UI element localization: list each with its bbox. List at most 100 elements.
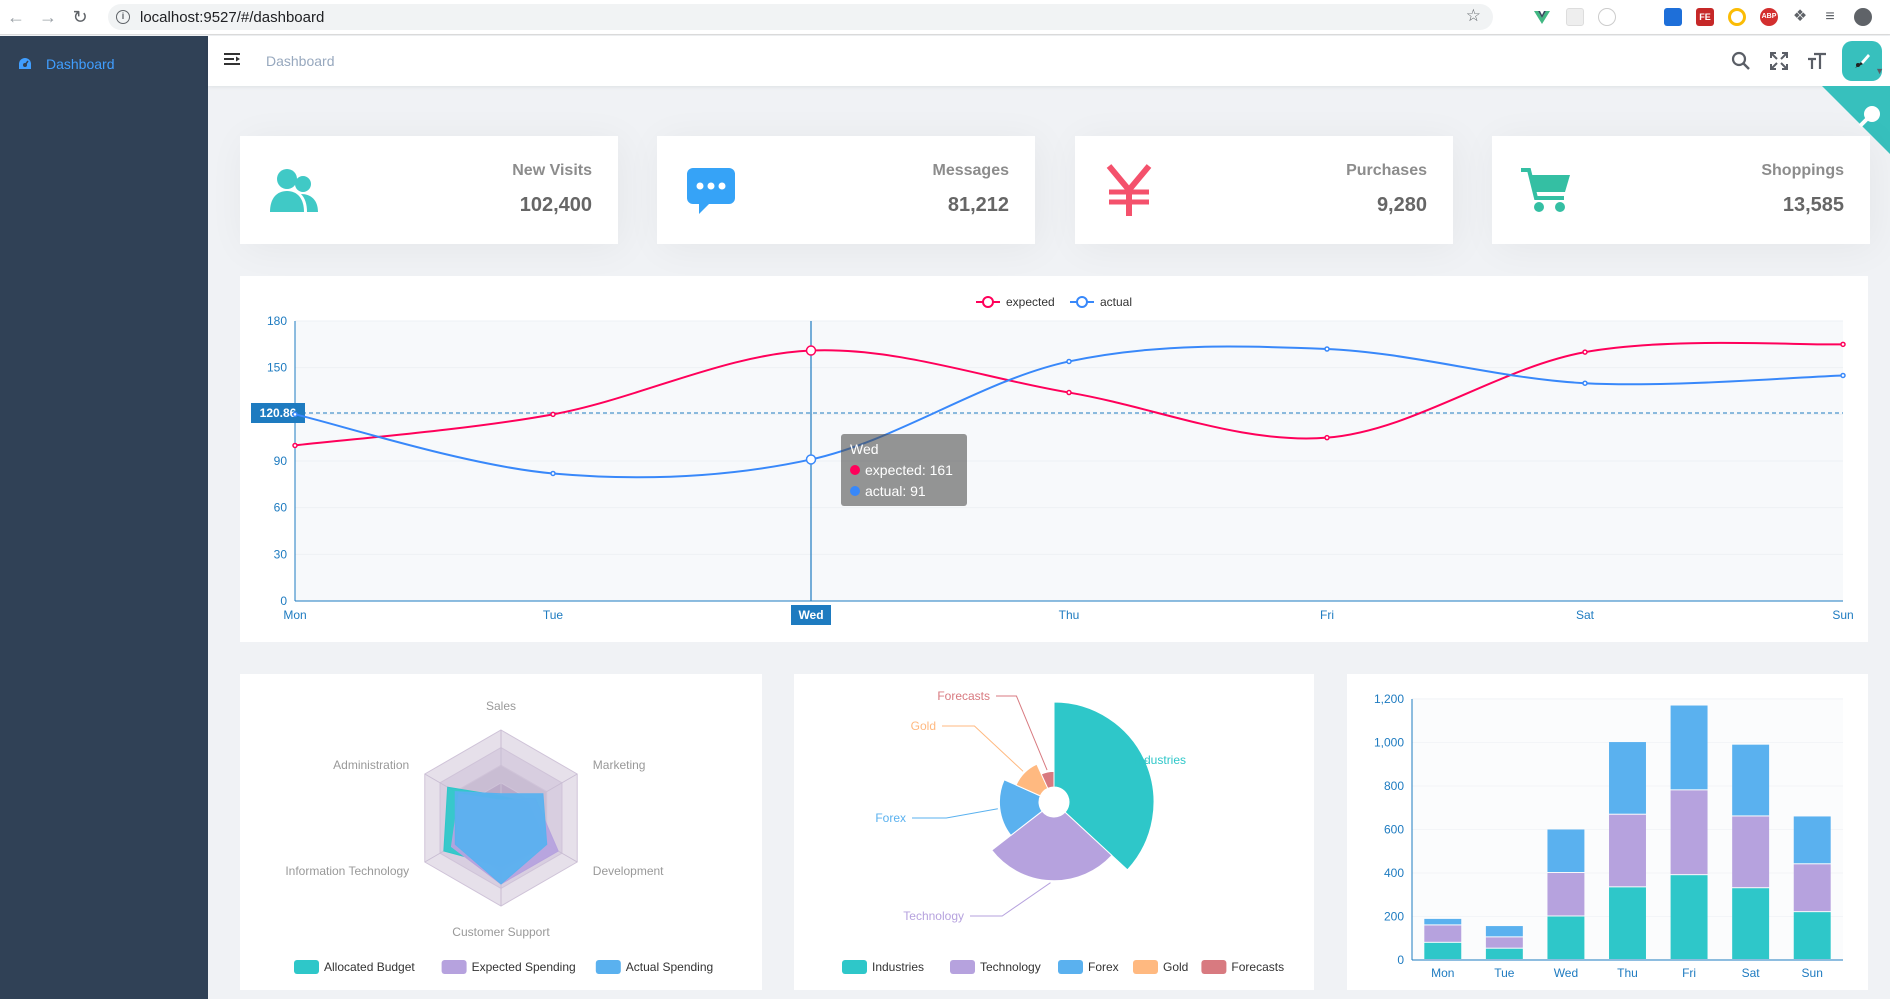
- y-tick-label: 180: [267, 314, 287, 328]
- y-tick-label: 60: [274, 501, 288, 515]
- panel-new-visits[interactable]: New Visits 102,400: [240, 136, 618, 244]
- legend-item-actual[interactable]: actual: [1070, 295, 1132, 309]
- y-tick-label: 600: [1384, 823, 1404, 837]
- adblock-icon[interactable]: ABP: [1760, 8, 1778, 26]
- line-chart[interactable]: expected actual 0306090120150180MonTueWe…: [240, 276, 1868, 642]
- vue-devtools-icon[interactable]: [1533, 8, 1551, 26]
- radar-indicator-label: Sales: [486, 699, 516, 713]
- bar-segment-pageC: [1547, 829, 1585, 872]
- font-size-icon[interactable]: [1798, 36, 1836, 86]
- legend-label: expected: [1006, 295, 1055, 309]
- peoples-icon: [266, 162, 322, 218]
- crosshair-label-bg: [251, 402, 305, 423]
- legend-item[interactable]: Forecasts: [1201, 960, 1284, 974]
- panel-label: Messages: [932, 162, 1010, 179]
- y-tick-label: 0: [280, 594, 287, 608]
- search-icon[interactable]: [1722, 36, 1760, 86]
- extension-check-icon[interactable]: [1728, 8, 1746, 26]
- sidebar: Dashboard: [0, 36, 208, 999]
- extension-blank-icon[interactable]: [1566, 8, 1584, 26]
- legend-swatch: [1058, 960, 1083, 974]
- legend-item[interactable]: Allocated Budget: [294, 960, 415, 974]
- reload-icon[interactable]: ↻: [72, 6, 88, 27]
- avatar-caret-icon[interactable]: ▼: [1875, 66, 1884, 76]
- x-tick-label: Sun: [1832, 608, 1853, 622]
- bar-segment-pageA: [1609, 887, 1646, 959]
- legend-item[interactable]: Technology: [950, 960, 1041, 974]
- bar-segment-pageC: [1732, 744, 1770, 816]
- money-icon: [1101, 162, 1157, 218]
- legend-item[interactable]: Industries: [842, 960, 924, 974]
- panel-purchases[interactable]: Purchases 9,280: [1075, 136, 1453, 244]
- pie-slice-label: Industries: [1134, 753, 1186, 767]
- data-point: [1840, 341, 1846, 348]
- extension-dropbox-icon[interactable]: [1664, 8, 1682, 26]
- address-bar[interactable]: i localhost:9527/#/dashboard ☆: [108, 4, 1493, 30]
- extension-clock-icon[interactable]: [1598, 8, 1616, 26]
- x-tick-label: Sun: [1802, 966, 1823, 980]
- y-tick-label: 1,200: [1374, 692, 1404, 706]
- crosshair-label: 120.86: [260, 406, 297, 420]
- y-tick-label: 800: [1384, 779, 1404, 793]
- legend-swatch: [950, 960, 975, 974]
- legend-swatch: [842, 960, 867, 974]
- data-point: [805, 454, 817, 465]
- theme-picker-icon[interactable]: [1822, 86, 1890, 154]
- legend-label: Allocated Budget: [324, 960, 415, 974]
- data-point: [550, 411, 556, 418]
- bar-segment-pageC: [1793, 816, 1831, 864]
- radar-indicator-label: Administration: [333, 758, 409, 772]
- extension-fe-icon[interactable]: FE: [1696, 8, 1714, 26]
- panel-shoppings[interactable]: Shoppings 13,585: [1492, 136, 1870, 244]
- data-point: [1324, 346, 1330, 352]
- profile-avatar-icon[interactable]: [1854, 8, 1872, 26]
- message-icon: [683, 162, 739, 218]
- x-tick-label: Fri: [1682, 966, 1696, 980]
- hamburger-icon[interactable]: [224, 52, 242, 73]
- legend-label: Technology: [980, 960, 1041, 974]
- panel-value: 9,280: [1376, 194, 1427, 216]
- panel-label: Purchases: [1346, 162, 1427, 179]
- navbar: Dashboard ▼: [208, 36, 1890, 86]
- pie-slice-label: Gold: [911, 719, 936, 733]
- legend-item[interactable]: Expected Spending: [441, 960, 576, 974]
- pie-slice-technology: [991, 810, 1113, 882]
- bar-segment-pageB: [1485, 937, 1523, 948]
- pie-chart[interactable]: Industries Technology Forex Gold Forecasts In…: [794, 674, 1314, 990]
- bar-segment-pageC: [1670, 705, 1708, 790]
- tooltip-marker: [850, 465, 860, 475]
- legend-item[interactable]: Forex: [1058, 960, 1119, 974]
- back-icon[interactable]: ←: [7, 6, 25, 27]
- pie-slice-forecasts: [1040, 770, 1055, 790]
- legend-item[interactable]: Gold: [1133, 960, 1188, 974]
- pie-slice-label: Technology: [903, 909, 964, 923]
- bookmark-star-icon[interactable]: ☆: [1465, 6, 1481, 25]
- forward-icon[interactable]: →: [39, 6, 57, 27]
- fullscreen-icon[interactable]: [1760, 36, 1798, 86]
- panel-value: 81,212: [947, 194, 1009, 216]
- radar-series-actual-spending: [454, 791, 548, 885]
- bar-chart[interactable]: 0 200 400 600 800 1,000 1,200 Mon Tue Wed Thu Fri Sa…: [1347, 674, 1868, 990]
- pie-leader-line: [912, 808, 998, 819]
- breadcrumb[interactable]: Dashboard: [266, 53, 335, 69]
- panel-messages[interactable]: Messages 81,212: [657, 136, 1035, 244]
- x-tick-label: Mon: [1431, 966, 1454, 980]
- avatar[interactable]: [1842, 41, 1882, 81]
- legend-swatch: [441, 960, 467, 974]
- y-tick-label: 0: [1397, 953, 1404, 967]
- y-tick-label: 90: [274, 454, 288, 468]
- tooltip-title: Wed: [850, 441, 879, 457]
- sidebar-item-dashboard[interactable]: Dashboard: [0, 36, 208, 92]
- site-info-icon[interactable]: i: [116, 10, 130, 24]
- tooltip-bg: [841, 434, 967, 506]
- extensions-puzzle-icon[interactable]: ❖: [1792, 8, 1808, 25]
- y-tick-label: 400: [1384, 866, 1404, 880]
- reading-list-icon[interactable]: ≡: [1825, 8, 1835, 25]
- radar-chart[interactable]: Sales Marketing Development Customer Suppor…: [240, 674, 762, 990]
- legend-label: Gold: [1163, 960, 1188, 974]
- x-tick-label: Tue: [1494, 966, 1515, 980]
- legend-item-expected[interactable]: expected: [976, 295, 1055, 309]
- data-point: [1582, 349, 1588, 355]
- pie-slice-forex: [998, 779, 1043, 837]
- legend-item[interactable]: Actual Spending: [595, 960, 713, 974]
